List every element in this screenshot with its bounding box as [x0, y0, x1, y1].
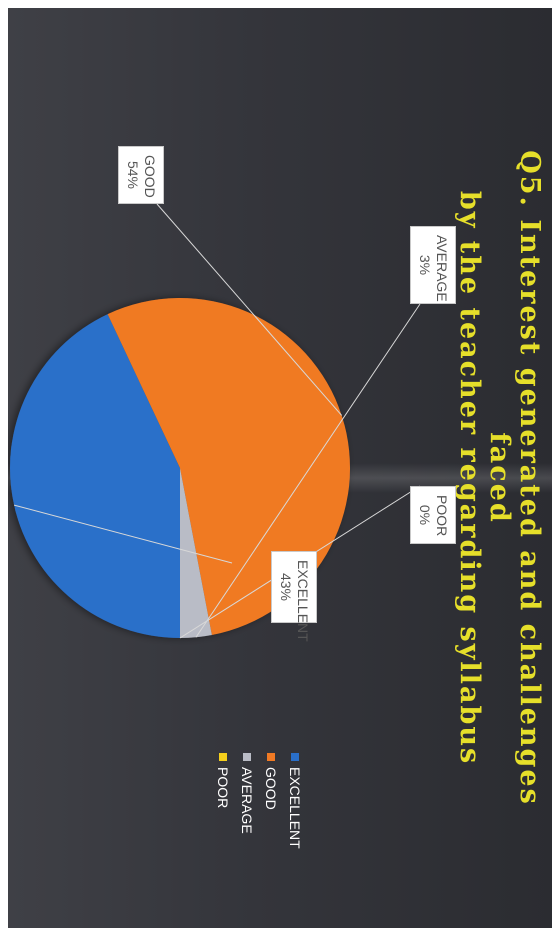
- data-label-poor-name: POOR: [434, 495, 450, 537]
- leader-line-average: [195, 303, 421, 638]
- data-label-excellent-value: 43%: [278, 572, 294, 602]
- legend-label-excellent: EXCELLENT: [287, 767, 303, 849]
- legend-swatch-good: [267, 753, 275, 761]
- pie-slice-excellent: [9, 314, 180, 638]
- slide-background: Q5. Interest generated and challenges fa…: [8, 8, 552, 928]
- data-label-average: AVERAGE 3%: [410, 226, 456, 304]
- data-label-excellent: EXCELLENT 43%: [271, 551, 317, 642]
- data-label-good-name: GOOD: [142, 155, 158, 198]
- legend-label-poor: POOR: [215, 767, 231, 809]
- pie-slice-good: [107, 298, 350, 635]
- legend-swatch-poor: [219, 753, 227, 761]
- data-label-poor: POOR 0%: [410, 486, 456, 544]
- pie-slices: [9, 298, 350, 638]
- legend-label-good: GOOD: [263, 767, 279, 810]
- legend-item-good: GOOD: [259, 753, 283, 849]
- legend-label-average: AVERAGE: [239, 767, 255, 834]
- data-label-average-value: 3%: [417, 254, 433, 276]
- data-label-good: GOOD 54%: [118, 146, 164, 204]
- rotated-slide-content: Q5. Interest generated and challenges fa…: [8, 8, 552, 928]
- leader-line-good: [156, 203, 343, 416]
- legend-swatch-excellent: [291, 753, 299, 761]
- data-label-excellent-name: EXCELLENT: [295, 560, 311, 642]
- data-label-poor-value: 0%: [417, 504, 433, 526]
- data-label-average-name: AVERAGE: [434, 235, 450, 302]
- pie-chart: [9, 203, 421, 639]
- legend-item-average: AVERAGE: [235, 753, 259, 849]
- legend-item-poor: POOR: [211, 753, 235, 849]
- legend-swatch-average: [243, 753, 251, 761]
- legend-item-excellent: EXCELLENT: [283, 753, 307, 849]
- data-label-good-value: 54%: [125, 160, 141, 190]
- chart-legend: EXCELLENT GOOD AVERAGE POOR: [211, 753, 307, 849]
- leader-line-excellent: [13, 504, 233, 564]
